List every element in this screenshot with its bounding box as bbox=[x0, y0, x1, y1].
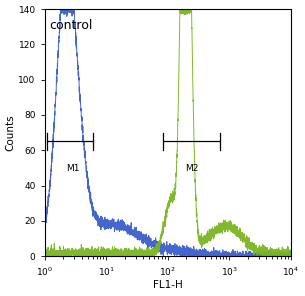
X-axis label: FL1-H: FL1-H bbox=[153, 280, 183, 290]
Text: control: control bbox=[49, 19, 93, 32]
Text: M1: M1 bbox=[66, 164, 79, 173]
Y-axis label: Counts: Counts bbox=[5, 114, 16, 151]
Text: M2: M2 bbox=[185, 164, 198, 173]
